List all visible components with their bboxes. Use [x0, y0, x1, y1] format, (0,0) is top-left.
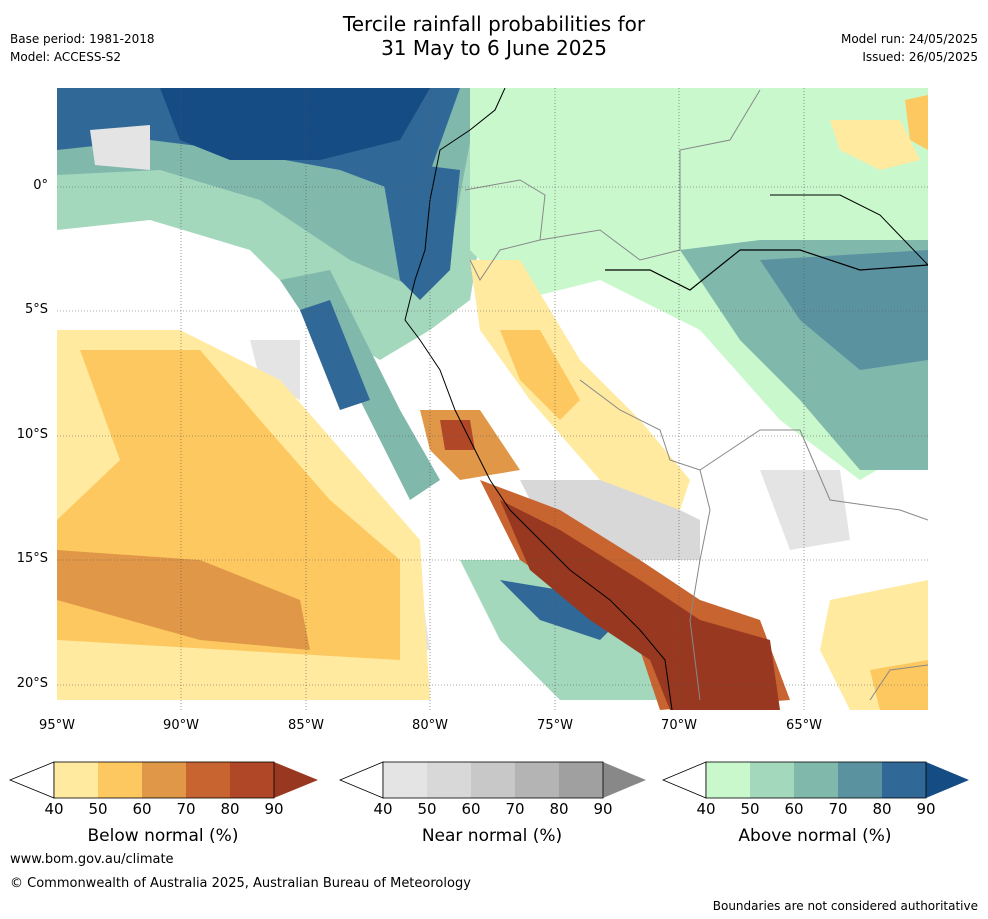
graticule [57, 88, 928, 710]
colorbar-near-tick: 50 [417, 800, 437, 818]
model-run: Model run: 24/05/2025 [840, 32, 978, 46]
lon-label: 65°W [786, 718, 822, 733]
colorbar-below [8, 761, 318, 799]
colorbar-above-tick: 90 [916, 800, 936, 818]
issued-date: Issued: 26/05/2025 [862, 50, 978, 64]
title-line-1: Tercile rainfall probabilities for [342, 12, 646, 36]
title-line-2: 31 May to 6 June 2025 [381, 36, 607, 60]
footer-url: www.bom.gov.au/climate [10, 852, 174, 867]
colorbar-above [661, 761, 969, 799]
lat-label: 5°S [24, 302, 48, 317]
colorbar-above-tick: 40 [696, 800, 716, 818]
meta-left: Base period: 1981-2018 Model: ACCESS-S2 [10, 30, 155, 66]
colorbar-below-tick: 60 [132, 800, 152, 818]
lon-label: 75°W [537, 718, 573, 733]
colorbar-near-tick: 80 [549, 800, 569, 818]
colorbar-near-tick: 90 [593, 800, 613, 818]
lon-label: 85°W [288, 718, 324, 733]
colorbar-near-tick: 70 [505, 800, 525, 818]
colorbar-above-label: Above normal (%) [738, 826, 892, 846]
map-title: Tercile rainfall probabilities for 31 Ma… [0, 12, 988, 60]
lon-label: 90°W [163, 718, 199, 733]
colorbar-below-label: Below normal (%) [87, 826, 239, 846]
colorbar-below-tick: 70 [176, 800, 196, 818]
lon-label: 70°W [661, 718, 697, 733]
colorbar-near-tick: 60 [461, 800, 481, 818]
colorbar-near [338, 761, 646, 799]
colorbar-above-tick: 70 [828, 800, 848, 818]
lat-label: 0° [33, 178, 48, 193]
colorbar-below-tick: 40 [44, 800, 64, 818]
lat-label: 10°S [16, 427, 48, 442]
meta-right: Model run: 24/05/2025 Issued: 26/05/2025 [841, 30, 978, 66]
model-name: Model: ACCESS-S2 [10, 50, 122, 64]
colorbar-below-tick: 80 [220, 800, 240, 818]
footer-note: Boundaries are not considered authoritat… [712, 899, 978, 913]
footer-copyright: © Commonwealth of Australia 2025, Austra… [10, 876, 471, 891]
lat-label: 15°S [16, 551, 48, 566]
lon-label: 95°W [39, 718, 75, 733]
colorbar-below-tick: 90 [264, 800, 284, 818]
colorbar-near-tick: 40 [373, 800, 393, 818]
colorbar-near-label: Near normal (%) [421, 826, 563, 846]
colorbar-above-tick: 50 [740, 800, 760, 818]
colorbar-above-tick: 60 [784, 800, 804, 818]
lat-label: 20°S [16, 676, 48, 691]
colorbar-below-tick: 50 [88, 800, 108, 818]
base-period: Base period: 1981-2018 [10, 32, 155, 46]
lon-label: 80°W [412, 718, 448, 733]
probability-fields [57, 88, 928, 710]
colorbar-above-tick: 80 [872, 800, 892, 818]
